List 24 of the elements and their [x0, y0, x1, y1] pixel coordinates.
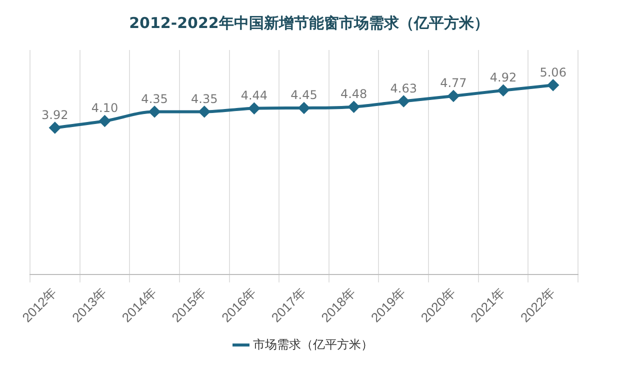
data-label: 4.44 [240, 88, 268, 102]
data-label: 4.77 [440, 76, 467, 90]
legend-label: 市场需求（亿平方米） [253, 337, 373, 352]
point [548, 80, 559, 91]
data-label: 4.35 [191, 92, 218, 106]
point [198, 106, 210, 118]
data-label: 3.92 [42, 108, 68, 122]
data-label: 4.35 [141, 92, 168, 106]
data-label: 4.45 [290, 88, 318, 102]
data-label: 4.92 [490, 70, 517, 85]
point [398, 96, 410, 107]
point [149, 106, 160, 118]
point [498, 84, 509, 96]
chart-title: 2012-2022年中国新增节能窗市场需求（亿平方米） [128, 14, 490, 33]
data-label: 4.10 [91, 101, 118, 116]
point [248, 102, 260, 114]
point [348, 101, 360, 112]
point [448, 90, 459, 102]
data-label: 4.48 [340, 86, 368, 101]
data-label: 5.06 [540, 65, 566, 80]
point [99, 116, 110, 127]
data-label: 4.63 [390, 81, 417, 96]
point [49, 122, 60, 134]
point [298, 102, 310, 114]
